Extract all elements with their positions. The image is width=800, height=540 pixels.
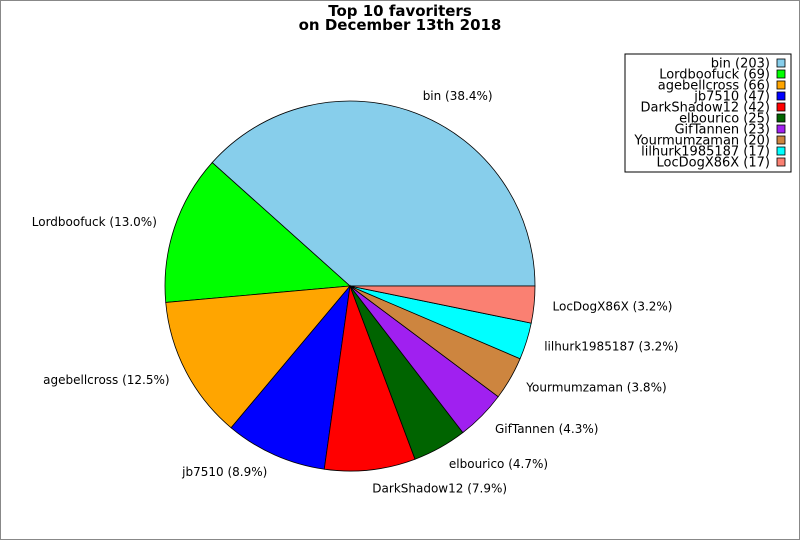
legend-entry-Lordboofuck: Lordboofuck (69) bbox=[659, 68, 770, 83]
legend-swatch-Yourmumzaman bbox=[776, 135, 786, 145]
pie-slice-bin bbox=[211, 100, 536, 287]
legend-entry-DarkShadow12: DarkShadow12 (42) bbox=[640, 101, 770, 116]
slice-label-lilhurk1985187: lilhurk1985187 (3.2%) bbox=[544, 340, 678, 354]
legend-swatch-agebellcross bbox=[776, 80, 786, 90]
legend-swatch-bin bbox=[776, 58, 786, 68]
slice-label-GifTannen: GifTannen (4.3%) bbox=[495, 422, 598, 436]
slice-label-Yourmumzaman: Yourmumzaman (3.8%) bbox=[525, 381, 666, 395]
legend-swatch-Lordboofuck bbox=[776, 69, 786, 79]
slice-label-DarkShadow12: DarkShadow12 (7.9%) bbox=[372, 481, 507, 495]
chart-title: Top 10 favoriters bbox=[328, 2, 472, 20]
legend: bin (203)Lordboofuck (69)agebellcross (6… bbox=[624, 53, 792, 173]
legend-box bbox=[624, 53, 792, 173]
slice-label-bin: bin (38.4%) bbox=[423, 89, 493, 103]
legend-swatch-DarkShadow12 bbox=[776, 102, 786, 112]
legend-swatch-jb7510 bbox=[776, 91, 786, 101]
legend-entry-Yourmumzaman: Yourmumzaman (20) bbox=[633, 134, 770, 149]
legend-entry-GifTannen: GifTannen (23) bbox=[674, 123, 770, 138]
legend-swatch-GifTannen bbox=[776, 124, 786, 134]
legend-swatch-LocDogX86X bbox=[776, 157, 786, 167]
slice-label-jb7510: jb7510 (8.9%) bbox=[181, 465, 267, 479]
legend-entry-jb7510: jb7510 (47) bbox=[693, 90, 770, 105]
pie-slice-LocDogX86X bbox=[349, 285, 536, 324]
slice-label-Lordboofuck: Lordboofuck (13.0%) bbox=[32, 215, 157, 229]
slice-labels: bin (38.4%) Lordboofuck (13.0%) agebellcro… bbox=[32, 89, 679, 495]
pie-slice-Lordboofuck bbox=[164, 162, 351, 303]
slice-label-agebellcross: agebellcross (12.5%) bbox=[43, 373, 169, 387]
pie-slices bbox=[164, 100, 536, 472]
legend-entry-lilhurk1985187: lilhurk1985187 (17) bbox=[641, 145, 770, 160]
pie-slice-DarkShadow12 bbox=[323, 285, 416, 472]
legend-swatch-lilhurk1985187 bbox=[776, 146, 786, 156]
pie-slice-jb7510 bbox=[230, 284, 351, 470]
chart-subtitle: on December 13th 2018 bbox=[299, 16, 502, 34]
pie-slice-agebellcross bbox=[165, 285, 351, 429]
legend-entry-LocDogX86X: LocDogX86X (17) bbox=[656, 156, 770, 171]
slice-label-elbourico: elbourico (4.7%) bbox=[449, 457, 548, 471]
legend-entry-elbourico: elbourico (25) bbox=[679, 112, 770, 127]
legend-entry-bin: bin (203) bbox=[711, 57, 770, 72]
legend-swatch-elbourico bbox=[776, 113, 786, 123]
legend-entry-agebellcross: agebellcross (66) bbox=[658, 79, 770, 94]
slice-label-LocDogX86X: LocDogX86X (3.2%) bbox=[553, 300, 673, 314]
